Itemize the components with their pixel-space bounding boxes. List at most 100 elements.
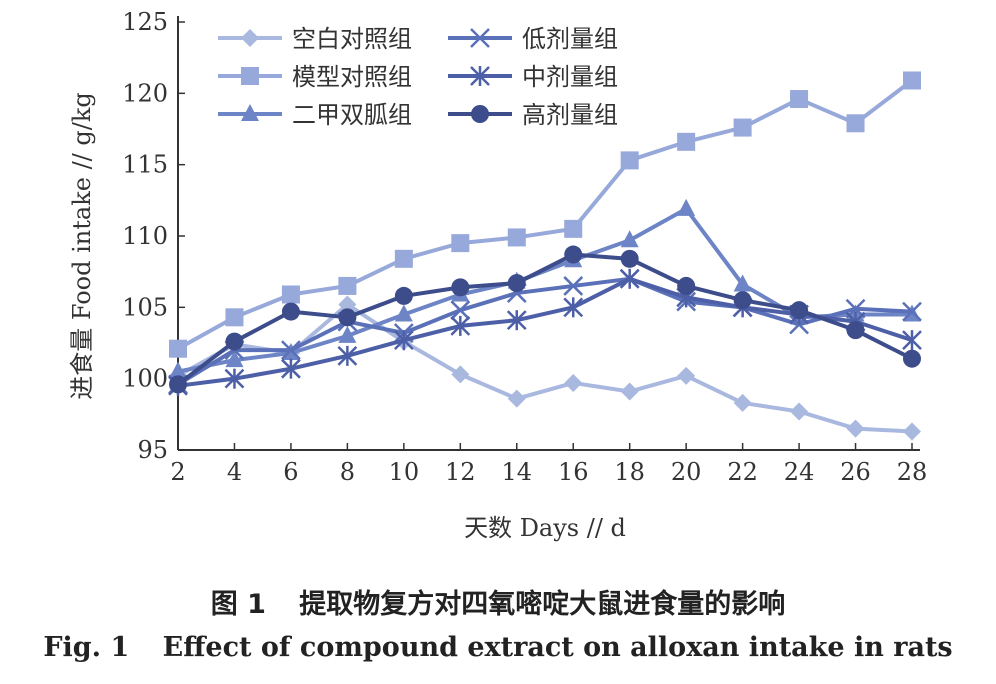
legend-marker (470, 28, 490, 48)
legend-item: 高剂量组 (448, 101, 618, 129)
x-axis-label: 天数 Days // d (464, 514, 626, 542)
x-tick-label: 14 (501, 458, 532, 486)
data-point (733, 393, 752, 412)
series-line (177, 276, 913, 388)
data-point (733, 118, 752, 137)
x-tick-label: 8 (340, 458, 355, 486)
y-tick-label: 125 (122, 8, 168, 36)
legend-item: 中剂量组 (448, 63, 618, 91)
x-tick-label: 28 (897, 458, 928, 486)
data-point (393, 330, 414, 351)
data-point (620, 151, 639, 170)
series-4 (168, 268, 922, 395)
figure-caption-cn-text: 提取物复方对四氧嘧啶大鼠进食量的影响 (299, 589, 786, 620)
data-point (169, 361, 187, 379)
data-point (846, 419, 865, 438)
data-point (225, 332, 244, 351)
data-point (338, 295, 357, 314)
y-tick-label: 110 (122, 222, 168, 250)
legend-item: 模型对照组 (218, 63, 412, 91)
figure-caption-en: Fig. 1 Effect of compound extract on all… (0, 632, 996, 663)
y-axis-label: 进食量 Food intake // g/kg (68, 92, 96, 399)
series-line (177, 78, 914, 351)
marker-stroke (902, 301, 922, 322)
y-tick-label: 120 (122, 79, 168, 107)
legend-marker (470, 66, 490, 86)
data-point (564, 219, 583, 238)
marker-stroke (450, 300, 471, 321)
legend-label: 低剂量组 (522, 25, 618, 53)
legend-label: 中剂量组 (522, 63, 618, 91)
data-point (338, 276, 357, 295)
marker-stroke (470, 28, 490, 48)
data-point (677, 366, 696, 385)
y-tick-label: 95 (137, 436, 168, 464)
figure-caption-cn: 图 1 提取物复方对四氧嘧啶大鼠进食量的影响 (0, 582, 996, 621)
x-tick-label: 2 (170, 458, 185, 486)
marker-stroke (281, 340, 301, 361)
figure-caption-en-label: Fig. 1 (43, 632, 130, 663)
data-point (169, 339, 187, 358)
data-point (903, 71, 921, 90)
x-tick-label: 10 (389, 458, 420, 486)
legend-marker (241, 29, 259, 47)
legend-marker (471, 105, 489, 123)
legend-item: 二甲双胍组 (218, 101, 412, 129)
data-point (338, 325, 357, 343)
data-point (394, 286, 413, 305)
data-point (677, 198, 696, 216)
x-tick-label: 6 (283, 458, 298, 486)
data-point (733, 291, 752, 310)
data-point (902, 301, 922, 322)
data-point (507, 274, 526, 293)
data-point (450, 300, 471, 321)
data-point (451, 278, 470, 297)
data-point (451, 365, 470, 384)
x-tick-label: 12 (445, 458, 476, 486)
y-tick-label: 100 (122, 365, 168, 393)
figure-caption-en-text: Effect of compound extract on alloxan in… (162, 632, 953, 663)
x-tick-label: 4 (227, 458, 242, 486)
data-point (506, 310, 527, 331)
data-point (564, 373, 583, 392)
legend-item: 低剂量组 (448, 25, 618, 53)
legend-marker (241, 104, 259, 121)
x-tick-label: 18 (614, 458, 645, 486)
series-line (176, 252, 913, 386)
legend-label: 模型对照组 (292, 63, 412, 91)
data-point (394, 249, 413, 268)
series-6 (169, 245, 921, 394)
legend-marker (241, 67, 259, 85)
data-point (451, 234, 470, 253)
data-point (790, 402, 809, 421)
y-tick-label: 115 (122, 151, 168, 179)
x-tick-label: 22 (727, 458, 758, 486)
data-point (281, 340, 301, 361)
legend-label: 高剂量组 (522, 101, 618, 129)
figure-caption-cn-label: 图 1 (210, 589, 266, 620)
data-point (169, 375, 187, 394)
data-point (619, 268, 640, 289)
legend-label: 空白对照组 (292, 25, 412, 53)
x-tick-label: 26 (840, 458, 871, 486)
data-point (281, 358, 301, 379)
data-point (225, 350, 244, 368)
data-point (225, 308, 244, 327)
x-tick-label: 16 (558, 458, 589, 486)
y-tick-label: 105 (122, 293, 168, 321)
data-point (902, 330, 922, 351)
series-line (176, 276, 913, 387)
data-point (846, 321, 865, 340)
legend-label: 二甲双胍组 (292, 101, 412, 129)
data-point (507, 389, 526, 408)
data-point (620, 382, 639, 401)
data-point (281, 285, 300, 304)
chart-figure: 95 100 105 110 115 120 125 2 4 6 8 10 12 14 16 18 20 22 24… (68, 8, 928, 542)
data-point (620, 230, 639, 248)
data-point (903, 349, 921, 368)
data-point (733, 274, 752, 292)
data-point (563, 297, 584, 318)
data-point (450, 315, 471, 336)
